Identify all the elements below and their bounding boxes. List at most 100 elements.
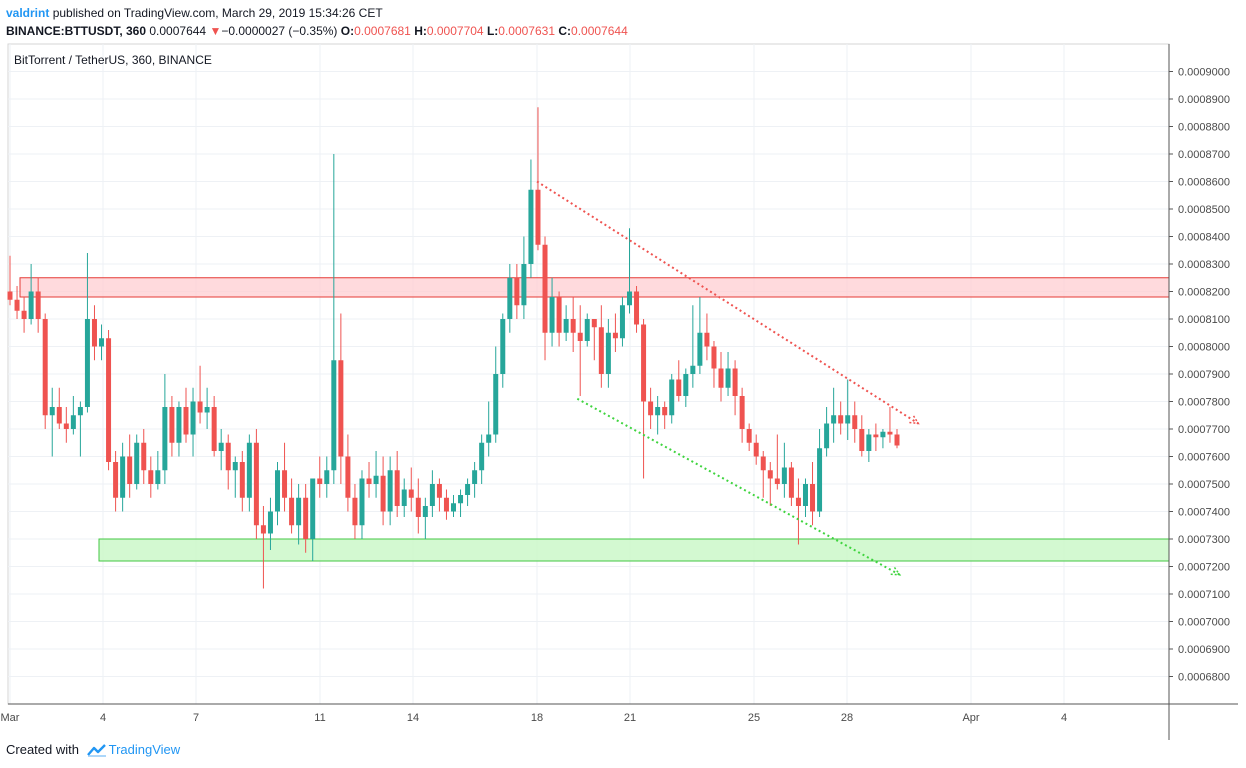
candle [183, 387, 189, 443]
x-tick-label: 14 [407, 712, 419, 724]
x-tick-label: 7 [193, 712, 199, 724]
candle-body [535, 189, 541, 245]
candlestick-chart[interactable]: 0.0006800 0.0006900 0.0007000 0.0007100 0.00… [0, 40, 1246, 740]
candle-body [63, 423, 69, 429]
candle-body [514, 277, 520, 306]
close-label: C: [558, 24, 572, 38]
candle-body [718, 368, 724, 388]
candle-body [253, 442, 259, 526]
candle-body [711, 346, 717, 369]
candle [49, 387, 55, 457]
candle-body [310, 478, 316, 539]
support-zone[interactable] [98, 538, 1170, 562]
candle-body [324, 470, 330, 484]
candle-body [866, 434, 872, 451]
candle-body [760, 456, 766, 471]
candle [676, 360, 682, 402]
candle-body [155, 470, 161, 484]
candle-body [873, 434, 879, 438]
candle-body [169, 407, 175, 443]
candle-body [303, 497, 309, 539]
close-value: 0.0007644 [571, 24, 628, 38]
candle-body [204, 407, 210, 413]
candle-body [669, 379, 675, 416]
candle [317, 456, 323, 498]
candle-body [176, 407, 182, 443]
y-tick-label: 0.0007600 [1178, 452, 1230, 464]
candle-body [436, 484, 442, 498]
candle [14, 286, 20, 319]
last-price: 0.0007644 [149, 24, 207, 38]
candle [246, 434, 252, 512]
candle-body [767, 470, 773, 479]
x-tick-label: 28 [841, 712, 853, 724]
candle [28, 264, 34, 325]
candle-body [739, 396, 745, 429]
x-tick-label: 4 [100, 712, 106, 724]
candle [507, 264, 513, 333]
candle-body [641, 324, 647, 402]
candle [852, 401, 858, 443]
candle [725, 352, 731, 396]
candle-body [401, 489, 407, 506]
candle [401, 478, 407, 517]
candle [753, 434, 759, 465]
candle [310, 478, 316, 561]
candle [760, 451, 766, 498]
trendline-descending-resistance[interactable] [536, 180, 920, 425]
candle [338, 313, 344, 484]
chart-area[interactable]: 0.0006800 0.0006900 0.0007000 0.0007100 0.00… [0, 40, 1246, 740]
y-tick-label: 0.0006900 [1178, 644, 1230, 656]
candle [197, 365, 203, 424]
trendline-descending-support[interactable] [576, 397, 902, 576]
candle-body [422, 506, 428, 517]
price-change: −0.0000027 (−0.35%) [221, 24, 338, 38]
y-tick-label: 0.0008400 [1178, 232, 1230, 244]
candle-body [106, 338, 112, 462]
candle [324, 456, 330, 498]
candle [77, 401, 83, 457]
candle [514, 264, 520, 319]
candle-body [753, 442, 759, 457]
candle [162, 374, 168, 484]
y-tick-label: 0.0007900 [1178, 369, 1230, 381]
candle [155, 451, 161, 490]
published-text: published on TradingView.com, March 29, … [52, 6, 383, 20]
candle [169, 396, 175, 457]
candle-body [810, 484, 816, 512]
candle [612, 313, 618, 352]
author-link[interactable]: valdrint [6, 6, 50, 20]
candle-body [472, 470, 478, 484]
tradingview-brand[interactable]: TradingView [108, 742, 181, 757]
candle-body [275, 470, 281, 512]
candle [127, 434, 133, 498]
candle [296, 484, 302, 545]
candle [704, 313, 710, 361]
candle-body [345, 456, 351, 498]
trendline-path [536, 180, 919, 425]
candle-body [605, 332, 611, 374]
candle [732, 360, 738, 416]
candle [436, 478, 442, 512]
chart-header: valdrint published on TradingView.com, M… [6, 4, 1236, 40]
y-tick-label: 0.0008600 [1178, 177, 1230, 189]
candle-body [802, 484, 808, 506]
candle [479, 434, 485, 484]
candle-body [655, 407, 661, 416]
candle [415, 478, 421, 534]
candle-body [542, 244, 548, 333]
candle [486, 401, 492, 457]
candle [91, 305, 97, 361]
candle-body [70, 415, 76, 429]
candle-body [84, 319, 90, 407]
resistance-zone[interactable] [19, 277, 1170, 298]
candle [528, 159, 534, 278]
candle [303, 484, 309, 553]
candle-body [465, 484, 471, 495]
trendlines[interactable] [536, 180, 920, 576]
candle-body [296, 497, 302, 526]
tradingview-logo-icon [86, 744, 106, 757]
candle [134, 434, 140, 490]
zones [19, 277, 1170, 562]
y-tick-label: 0.0008100 [1178, 314, 1230, 326]
